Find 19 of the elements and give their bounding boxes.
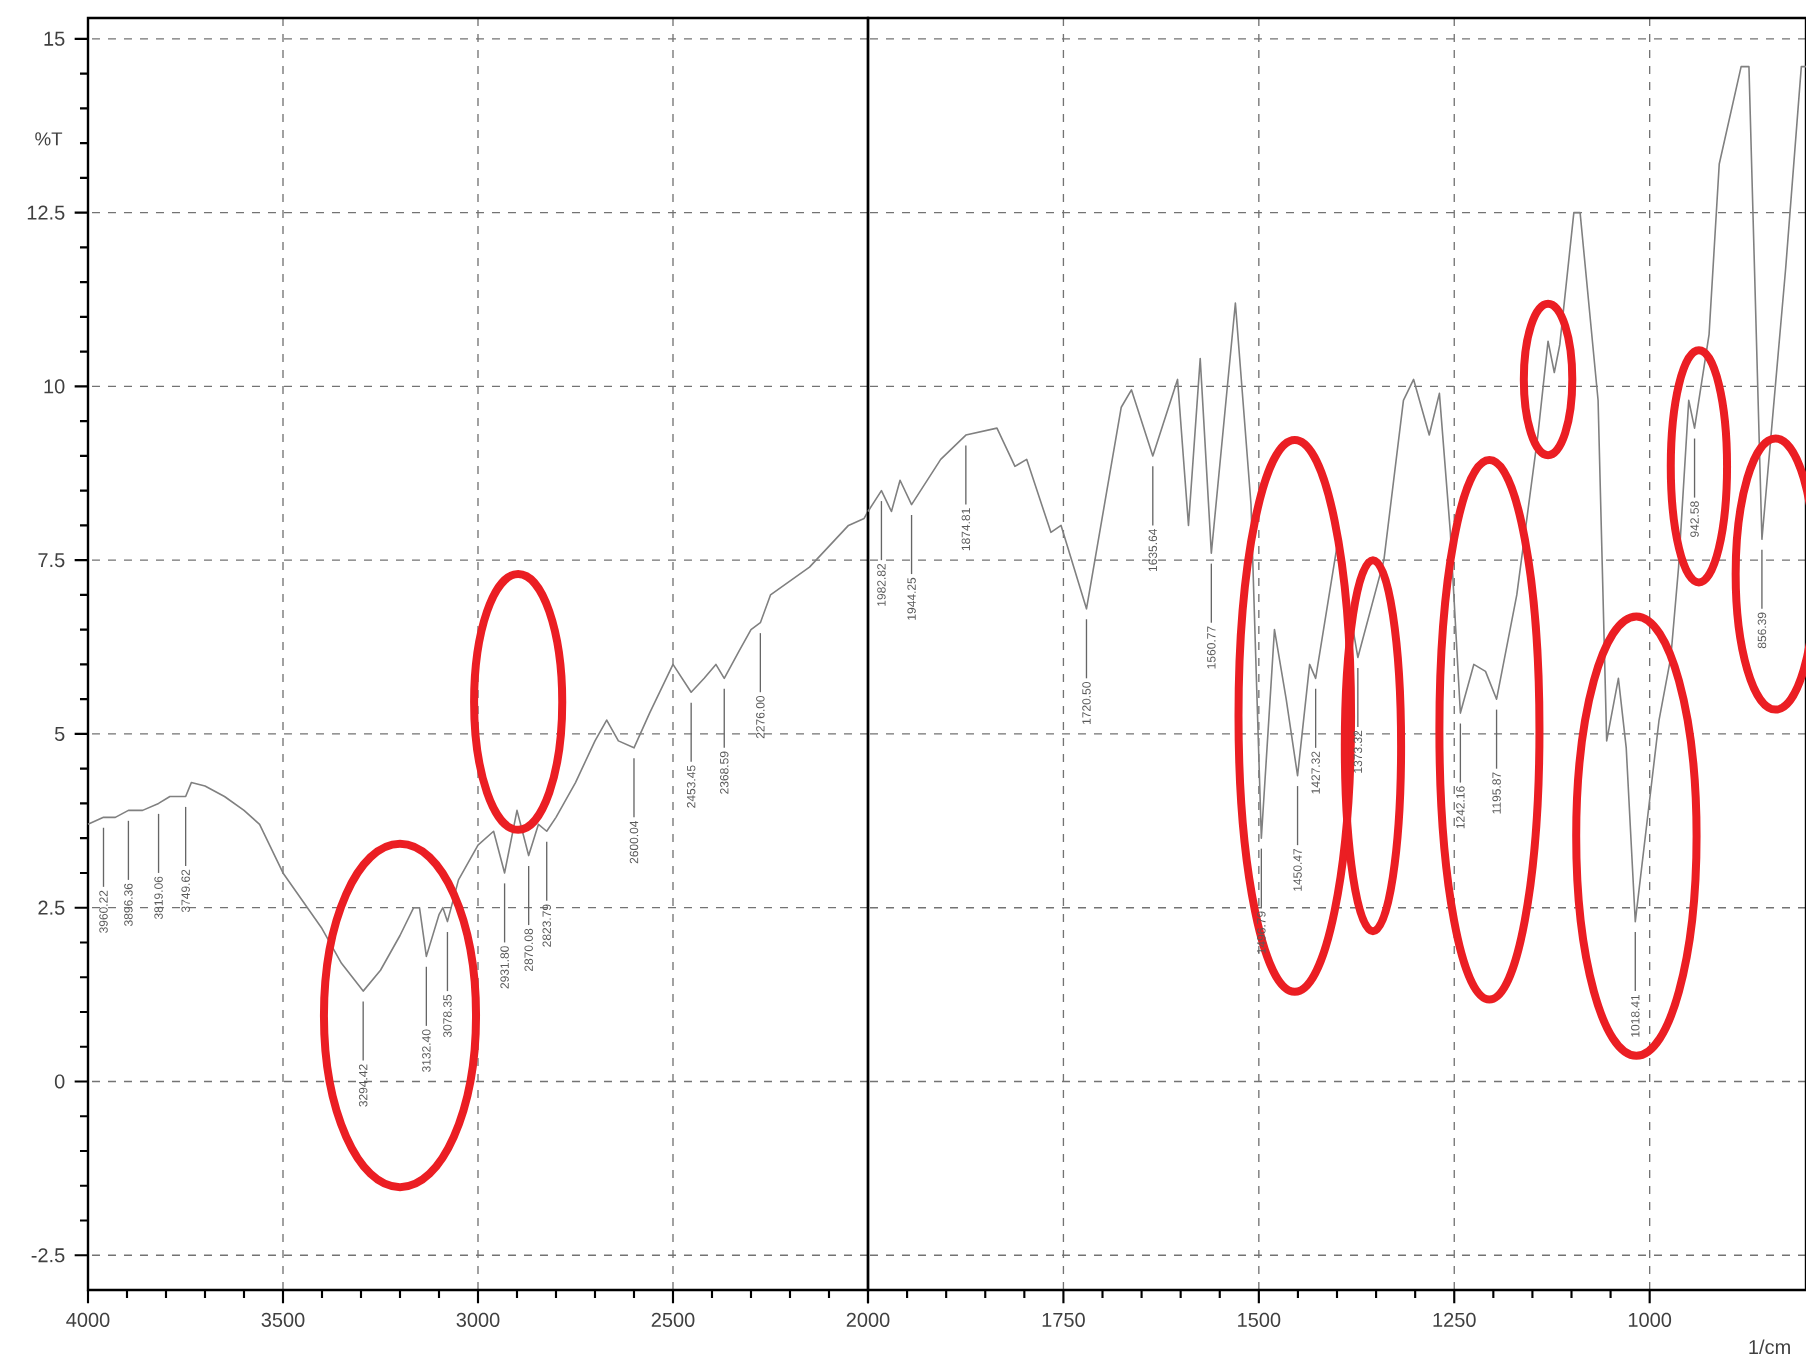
y-tick-label: 10 (44, 379, 65, 394)
x-tick-label: 3500 (261, 1312, 305, 1327)
y-tick-label: 2.5 (38, 900, 65, 915)
y-tick-label: 15 (44, 31, 65, 46)
x-axis-title: 1/cm (1749, 1339, 1790, 1355)
x-tick-label: 2000 (846, 1312, 890, 1327)
y-tick-label: 0 (54, 1074, 65, 1089)
x-tick-label: 4000 (66, 1312, 110, 1327)
x-tick-label: 1000 (1628, 1312, 1672, 1327)
y-tick-label: 5 (54, 726, 65, 741)
x-tick-label: 3000 (456, 1312, 500, 1327)
y-tick-label: 7.5 (38, 553, 65, 568)
x-tick-label: 1250 (1433, 1312, 1476, 1327)
y-tick-label: -2.5 (31, 1248, 65, 1263)
y-axis-title: %T (35, 132, 63, 146)
x-tick-label: 2500 (651, 1312, 695, 1327)
x-tick-label: 1500 (1238, 1312, 1281, 1327)
y-tick-label: 12.5 (27, 205, 65, 220)
x-tick-label: 1750 (1042, 1312, 1085, 1327)
